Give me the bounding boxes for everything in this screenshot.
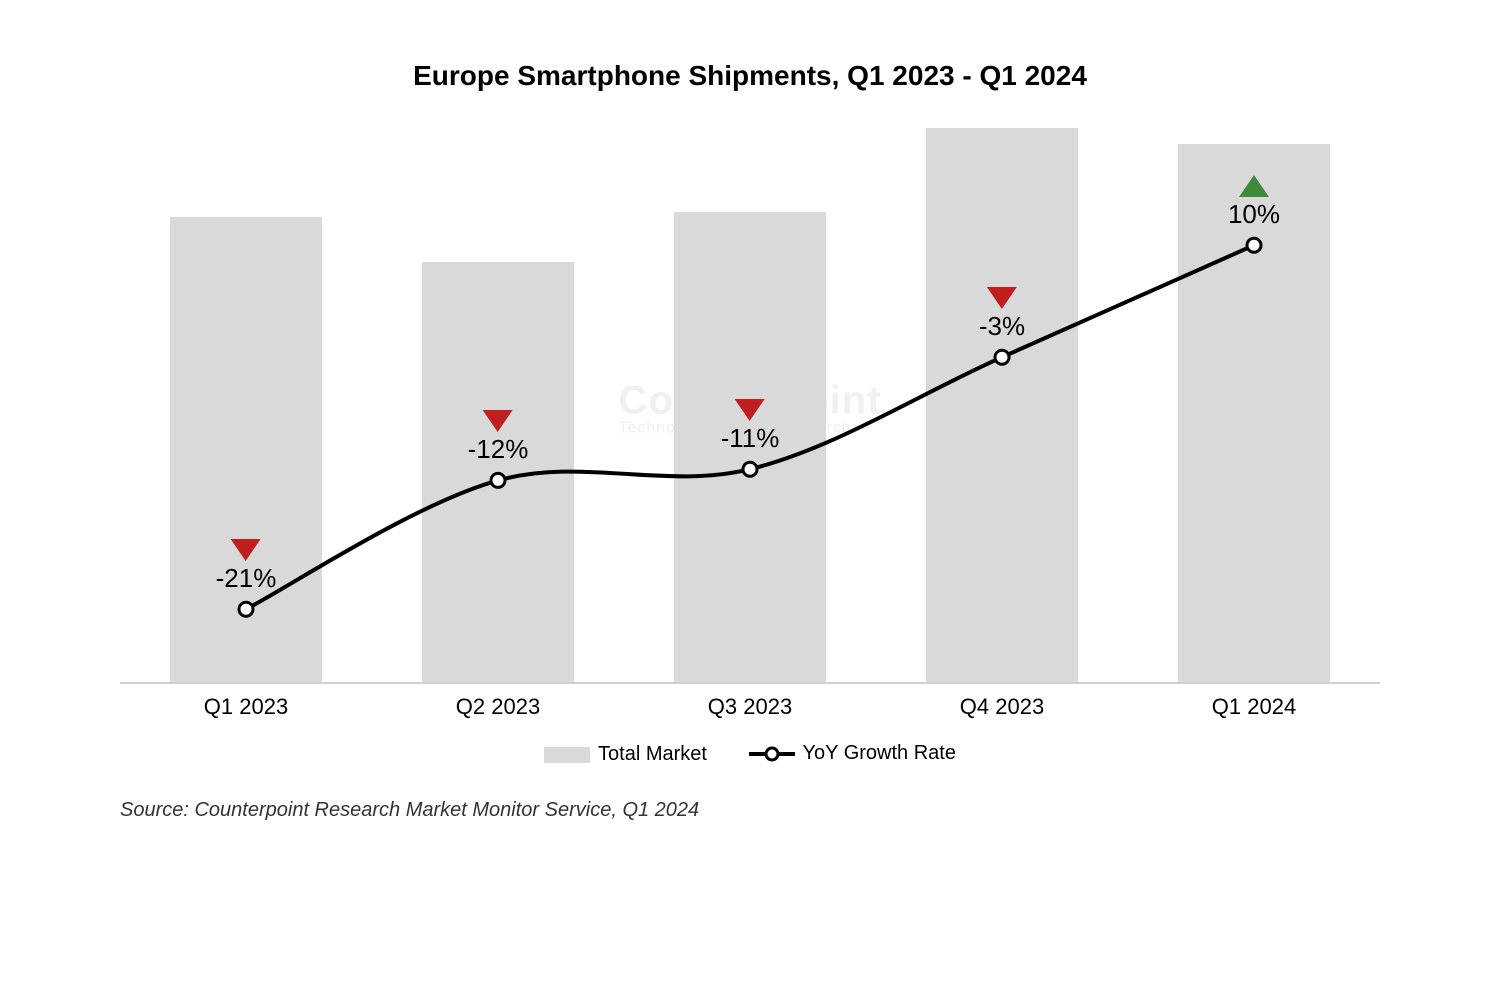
growth-label-text: -21% — [216, 563, 277, 594]
arrow-up-icon — [1239, 175, 1269, 197]
legend-line-swatch — [749, 745, 795, 763]
x-axis-labels: Q1 2023 Q2 2023 Q3 2023 Q4 2023 Q1 2024 — [120, 694, 1380, 734]
growth-label: -11% — [721, 399, 780, 454]
arrow-down-icon — [987, 287, 1017, 309]
line-marker — [1247, 238, 1261, 252]
growth-label: 10% — [1228, 175, 1280, 230]
x-label: Q4 2023 — [960, 694, 1044, 720]
plot-area: Counterpoint Technology Market Research … — [120, 122, 1380, 684]
growth-label-text: -11% — [721, 423, 780, 454]
legend-bar-swatch — [544, 747, 590, 763]
x-label: Q1 2024 — [1212, 694, 1296, 720]
growth-label-text: -12% — [468, 434, 529, 465]
legend-item-line: YoY Growth Rate — [749, 742, 956, 765]
x-label: Q2 2023 — [456, 694, 540, 720]
line-marker — [491, 473, 505, 487]
line-marker — [743, 462, 757, 476]
legend-item-bars: Total Market — [544, 743, 707, 766]
legend-line-label: YoY Growth Rate — [803, 742, 956, 765]
growth-label: -3% — [979, 287, 1025, 342]
source-text: Source: Counterpoint Research Market Mon… — [120, 799, 1380, 822]
growth-label: -12% — [468, 410, 529, 465]
growth-label-text: 10% — [1228, 199, 1280, 230]
arrow-down-icon — [231, 539, 261, 561]
growth-label: -21% — [216, 539, 277, 594]
chart-title: Europe Smartphone Shipments, Q1 2023 - Q… — [120, 60, 1380, 92]
arrow-down-icon — [735, 399, 765, 421]
x-label: Q3 2023 — [708, 694, 792, 720]
x-label: Q1 2023 — [204, 694, 288, 720]
line-marker — [995, 350, 1009, 364]
chart-container: Europe Smartphone Shipments, Q1 2023 - Q… — [120, 60, 1380, 880]
line-marker — [239, 602, 253, 616]
legend: Total Market YoY Growth Rate — [120, 742, 1380, 769]
arrow-down-icon — [483, 410, 513, 432]
legend-bar-label: Total Market — [598, 743, 707, 766]
growth-label-text: -3% — [979, 311, 1025, 342]
